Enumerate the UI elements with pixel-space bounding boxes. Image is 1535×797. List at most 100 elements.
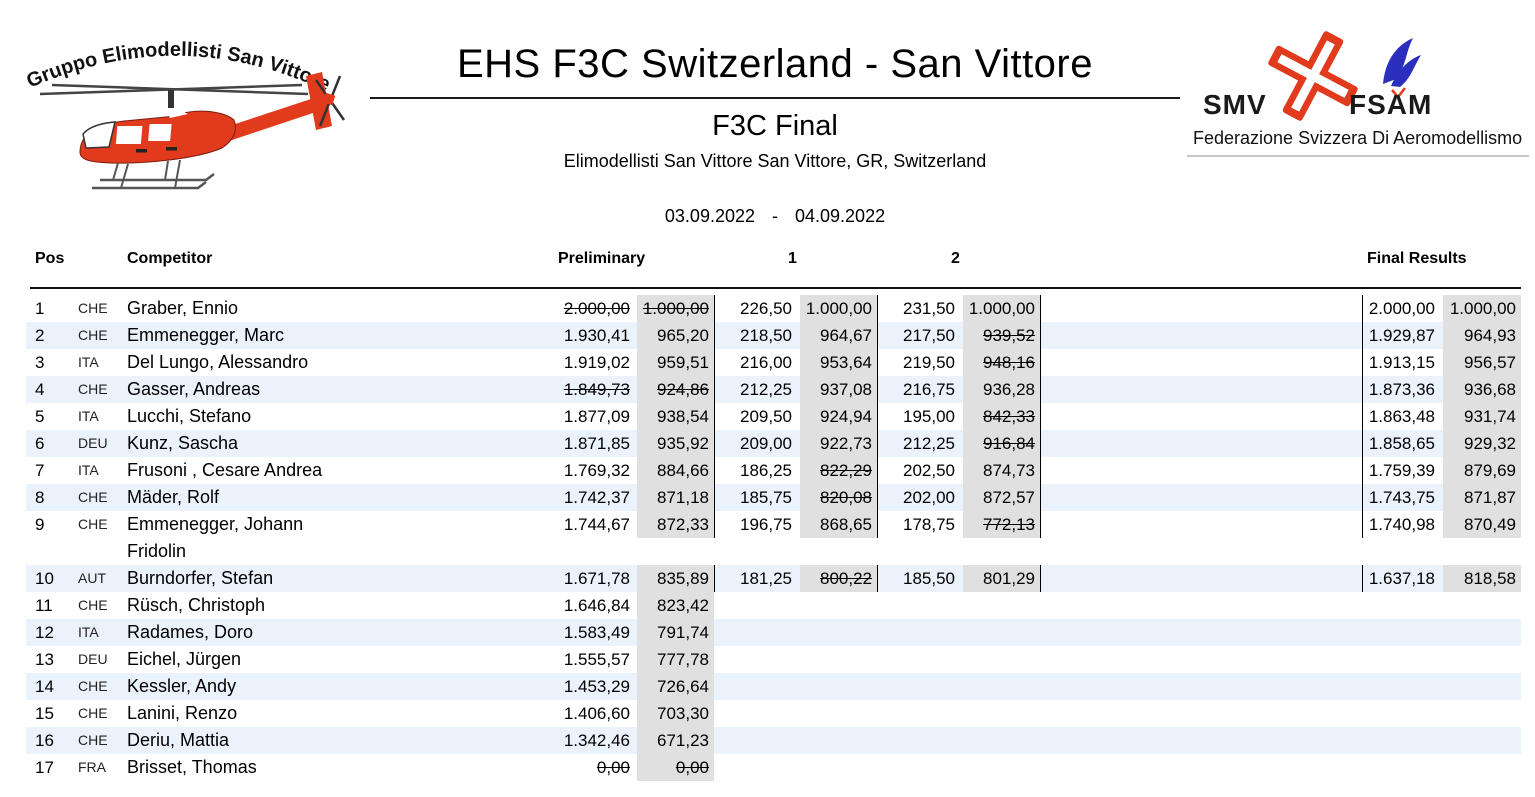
final-norm-cell: 936,68: [1443, 376, 1521, 403]
round2-raw-cell-value: 231,50: [903, 299, 955, 318]
event-title: F3C Final: [712, 110, 838, 142]
final-raw-cell: 1.759,39: [1362, 457, 1438, 484]
results-rows: 1 CHE Graber, Ennio 2.000,00 1.000,00 226,50 1…: [0, 295, 1535, 781]
round1-norm-cell: 922,73: [800, 430, 878, 457]
name-cell-value: Rüsch, Christoph: [127, 595, 266, 615]
prelim-raw-cell-value: 1.555,57: [563, 650, 630, 669]
pos-cell: 17: [35, 754, 75, 781]
final-raw-cell: 1.873,36: [1362, 376, 1438, 403]
final-raw-cell: 1.740,98: [1362, 511, 1438, 538]
final-raw-cell-value: 1.743,75: [1368, 488, 1435, 507]
col-header-preliminary: Preliminary: [558, 250, 646, 267]
country-cell: DEU: [78, 430, 124, 457]
name-cell-value: Brisset, Thomas: [127, 757, 257, 777]
pos-cell: 13: [35, 646, 75, 673]
round2-raw-cell-value: 216,75: [903, 380, 955, 399]
name-cell-value: Eichel, Jürgen: [127, 649, 242, 669]
country-cell-value: ITA: [78, 624, 99, 640]
final-norm-cell-value: 879,69: [1464, 461, 1516, 480]
title-divider: [370, 97, 1180, 99]
col-header-round1: 1: [788, 250, 797, 267]
name-cell-value: Frusoni , Cesare Andrea: [127, 460, 323, 480]
table-row: 2 CHE Emmenegger, Marc 1.930,41 965,20 218,50…: [0, 322, 1535, 349]
table-row: 1 CHE Graber, Ennio 2.000,00 1.000,00 226,50 1…: [0, 295, 1535, 322]
country-cell-value: DEU: [78, 435, 108, 451]
col-header-round2: 2: [951, 250, 960, 267]
prelim-norm-cell-value: 872,33: [657, 515, 709, 534]
country-cell: ITA: [78, 457, 124, 484]
prelim-raw-cell-value: 1.406,60: [563, 704, 630, 723]
prelim-norm-cell: 777,78: [637, 646, 714, 673]
federation-caption: Federazione Svizzera Di Aeromodellismo: [1193, 128, 1522, 148]
prelim-norm-cell-value: 965,20: [657, 326, 709, 345]
final-raw-cell-value: 1.637,18: [1368, 569, 1435, 588]
prelim-norm-cell-value: 1.000,00: [642, 299, 709, 318]
pos-cell-value: 12: [35, 623, 54, 642]
round2-norm-cell-value: 1.000,00: [968, 299, 1035, 318]
name-cell-value: Kessler, Andy: [127, 676, 237, 696]
round1-raw-cell-value: 209,50: [740, 407, 792, 426]
round2-raw-cell-value: 202,50: [903, 461, 955, 480]
prelim-norm-cell-value: 823,42: [657, 596, 709, 615]
final-norm-cell: 956,57: [1443, 349, 1521, 376]
country-cell-value: AUT: [78, 570, 106, 586]
country-cell-value: ITA: [78, 462, 99, 478]
round1-raw-cell: 212,25: [714, 376, 795, 403]
name-cell: Lanini, Renzo: [127, 700, 557, 727]
country-cell-value: FRA: [78, 759, 106, 775]
prelim-norm-cell-value: 726,64: [657, 677, 709, 696]
final-norm-cell-value: 931,74: [1464, 407, 1516, 426]
prelim-raw-cell-value: 0,00: [596, 758, 630, 777]
prelim-raw-cell-value: 1.769,32: [563, 461, 630, 480]
round1-raw-cell-value: 226,50: [740, 299, 792, 318]
round2-norm-cell-value: 772,13: [983, 515, 1035, 534]
round2-norm-cell-value: 939,52: [983, 326, 1035, 345]
prelim-norm-cell-value: 791,74: [657, 623, 709, 642]
name-cell-value: Graber, Ennio: [127, 298, 239, 318]
prelim-norm-cell-value: 703,30: [657, 704, 709, 723]
prelim-raw-cell-value: 1.646,84: [563, 596, 630, 615]
pos-cell-value: 8: [35, 488, 45, 507]
pos-cell-value: 17: [35, 758, 54, 777]
round2-norm-cell: 772,13: [963, 511, 1041, 538]
round2-raw-cell-value: 219,50: [903, 353, 955, 372]
prelim-norm-cell: 1.000,00: [637, 295, 714, 322]
country-cell-value: CHE: [78, 516, 108, 532]
round2-norm-cell-value: 916,84: [983, 434, 1035, 453]
page-title: EHS F3C Switzerland - San Vittore: [456, 42, 1093, 86]
round1-raw-cell: 209,50: [714, 403, 795, 430]
prelim-raw-cell: 1.769,32: [540, 457, 632, 484]
round2-raw-cell-value: 202,00: [903, 488, 955, 507]
round2-norm-cell: 842,33: [963, 403, 1041, 430]
pos-cell-value: 4: [35, 380, 45, 399]
country-cell-value: CHE: [78, 678, 108, 694]
country-cell: FRA: [78, 754, 124, 781]
col-header-competitor: Competitor: [127, 250, 213, 267]
table-row: 3 ITA Del Lungo, Alessandro 1.919,02 959,51 2…: [0, 349, 1535, 376]
pos-cell: 3: [35, 349, 75, 376]
name-cell: Kunz, Sascha: [127, 430, 557, 457]
round2-raw-cell-value: 178,75: [903, 515, 955, 534]
prelim-raw-cell-value: 1.744,67: [563, 515, 630, 534]
round2-raw-cell: 212,25: [878, 430, 958, 457]
prelim-norm-cell: 726,64: [637, 673, 714, 700]
prelim-norm-cell: 703,30: [637, 700, 714, 727]
name-cell-value: Lucchi, Stefano: [127, 406, 252, 426]
final-raw-cell-value: 1.863,48: [1368, 407, 1435, 426]
prelim-norm-cell: 835,89: [637, 565, 714, 592]
final-raw-cell: 1.743,75: [1362, 484, 1438, 511]
country-cell-value: CHE: [78, 300, 108, 316]
name-cell: Brisset, Thomas: [127, 754, 557, 781]
final-norm-cell-value: 870,49: [1464, 515, 1516, 534]
round1-raw-cell-value: 216,00: [740, 353, 792, 372]
round1-raw-cell: 186,25: [714, 457, 795, 484]
country-cell-value: CHE: [78, 381, 108, 397]
round1-raw-cell-value: 196,75: [740, 515, 792, 534]
round1-raw-cell-value: 186,25: [740, 461, 792, 480]
name-cell: Frusoni , Cesare Andrea: [127, 457, 557, 484]
country-cell: DEU: [78, 646, 124, 673]
name-cell: Del Lungo, Alessandro: [127, 349, 557, 376]
col-header-pos: Pos: [35, 250, 65, 267]
final-raw-cell: 1.858,65: [1362, 430, 1438, 457]
pos-cell: 6: [35, 430, 75, 457]
